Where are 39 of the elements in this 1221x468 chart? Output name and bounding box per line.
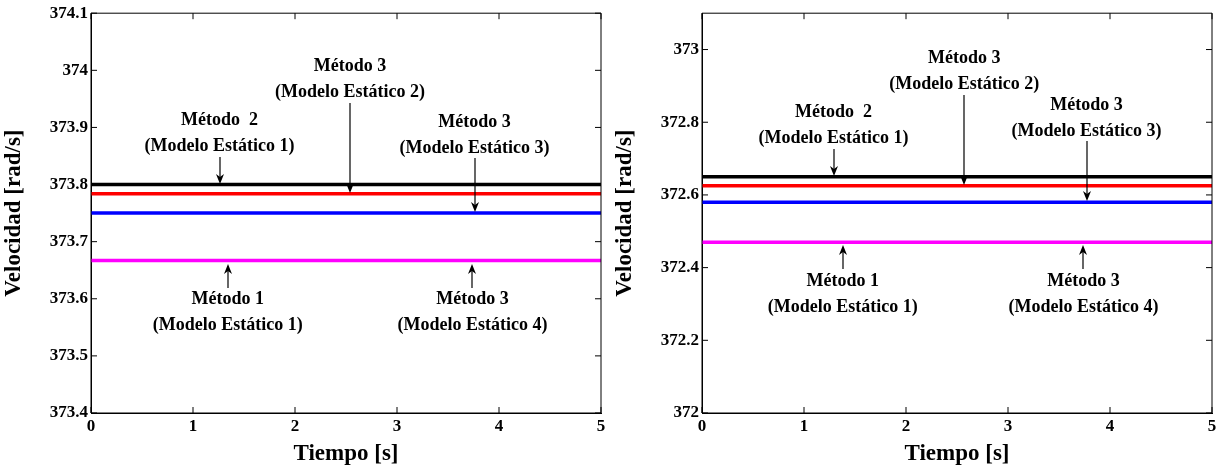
y-tick-label: 372.8 (660, 111, 699, 131)
y-tick-label: 373.5 (49, 345, 88, 365)
y-tick-label: 372.4 (660, 257, 700, 277)
annotation: Método 2 (Modelo Estático 1) (758, 101, 909, 149)
y-tick-label: 372 (673, 402, 699, 422)
x-tick-label: 3 (1003, 415, 1013, 435)
y-tick-label: 373.8 (49, 173, 88, 193)
annotation: Método 3 (Modelo Estático 3) (399, 110, 550, 158)
y-tick-label: 373.7 (49, 231, 89, 251)
x-axis-title: Tiempo [s] (904, 440, 1010, 466)
annotation: Método 3 (Modelo Estático 4) (1008, 269, 1159, 317)
annotation: Método 1 (Modelo Estático 1) (152, 288, 303, 336)
x-tick-label: 2 (901, 415, 911, 435)
y-tick-label: 372.6 (660, 184, 699, 204)
annotation: Método 3 (Modelo Estático 2) (889, 47, 1040, 95)
annotation: Método 3 (Modelo Estático 3) (1011, 93, 1162, 141)
x-tick-label: 1 (188, 415, 198, 435)
annotation: Método 2 (Modelo Estático 1) (144, 109, 295, 157)
y-axis-title: Velocidad [rad/s] (610, 129, 636, 297)
y-tick-label: 372.2 (660, 329, 699, 349)
x-axis-title: Tiempo [s] (293, 440, 399, 466)
annotation: Método 1 (Modelo Estático 1) (767, 269, 918, 317)
y-tick-label: 373.4 (49, 402, 89, 422)
y-tick-label: 374.1 (49, 2, 88, 22)
x-tick-label: 4 (1105, 415, 1115, 435)
x-tick-label: 1 (799, 415, 809, 435)
y-axis-title: Velocidad [rad/s] (0, 129, 25, 297)
y-tick-label: 374 (62, 59, 89, 79)
x-tick-label: 4 (494, 415, 504, 435)
x-tick-label: 5 (1207, 415, 1217, 435)
y-tick-label: 373.9 (49, 116, 88, 136)
x-tick-label: 5 (596, 415, 606, 435)
x-tick-label: 2 (290, 415, 300, 435)
y-tick-label: 373 (673, 38, 699, 58)
y-tick-label: 373.6 (49, 288, 88, 308)
x-tick-label: 0 (86, 415, 96, 435)
x-tick-label: 3 (392, 415, 402, 435)
annotation: Método 3 (Modelo Estático 2) (275, 55, 426, 103)
annotation: Método 3 (Modelo Estático 4) (397, 288, 548, 336)
